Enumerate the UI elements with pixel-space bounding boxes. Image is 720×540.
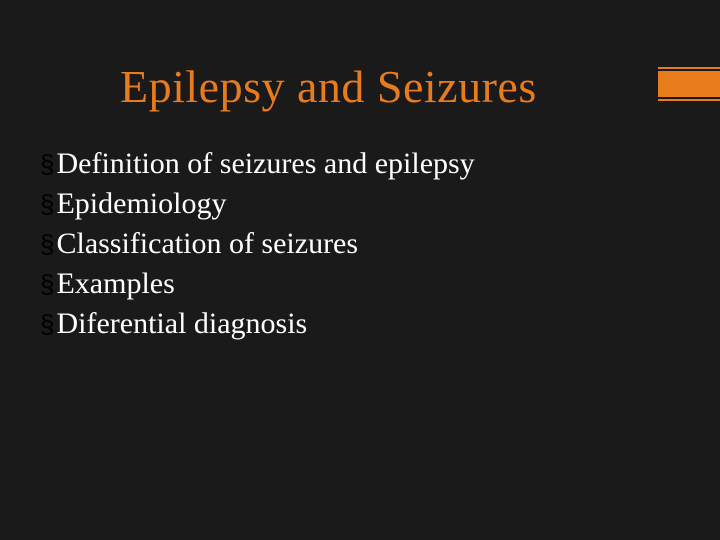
bullet-marker-icon: § [40, 185, 54, 223]
slide: Epilepsy and Seizures § Definition of se… [0, 0, 720, 540]
bullet-marker-icon: § [40, 225, 54, 263]
bullet-marker-icon: § [40, 305, 54, 343]
bullet-text: Definition of seizures and epilepsy [56, 145, 474, 183]
bullet-text: Diferential diagnosis [56, 305, 307, 343]
bullet-text: Examples [56, 265, 174, 303]
list-item: § Examples [40, 265, 660, 303]
list-item: § Diferential diagnosis [40, 305, 660, 343]
bullet-list: § Definition of seizures and epilepsy § … [40, 145, 660, 345]
bullet-marker-icon: § [40, 265, 54, 303]
accent-bar-inner [658, 71, 720, 97]
bullet-marker-icon: § [40, 145, 54, 183]
slide-title: Epilepsy and Seizures [120, 60, 537, 113]
list-item: § Classification of seizures [40, 225, 660, 263]
list-item: § Epidemiology [40, 185, 660, 223]
bullet-text: Epidemiology [56, 185, 226, 223]
accent-bar [658, 67, 720, 101]
list-item: § Definition of seizures and epilepsy [40, 145, 660, 183]
bullet-text: Classification of seizures [56, 225, 358, 263]
